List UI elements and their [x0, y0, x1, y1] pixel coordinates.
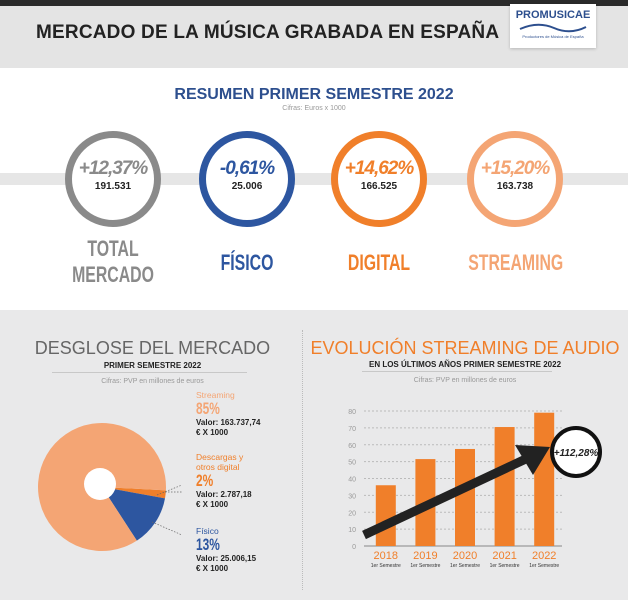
summary-circle: +15,20% 163.738: [467, 131, 563, 227]
summary-value: 25.006: [231, 181, 263, 192]
x-tick-label: 2022: [532, 550, 556, 562]
summary-note: Cifras: Euros x 1000: [282, 105, 346, 112]
summary-label: TOTAL MERCADO: [66, 236, 160, 288]
legend-pct: 13%: [196, 535, 220, 554]
summary-pct: +12,37%: [78, 158, 149, 179]
legend-unit: € X 1000: [196, 428, 229, 437]
summary-label: DIGITAL: [332, 250, 426, 276]
desglose-title: DESGLOSE DEL MERCADO: [34, 338, 271, 358]
pie-chart: [37, 423, 183, 551]
summary-label-line: STREAMING: [468, 250, 564, 275]
legend-pct: 2%: [196, 471, 214, 490]
legend-unit: € X 1000: [196, 500, 229, 509]
top-bar: [0, 0, 628, 6]
summary-label-line: TOTAL: [87, 236, 139, 261]
summary-label: FÍSICO: [200, 250, 294, 276]
x-sub-label: 1er Semestre: [371, 563, 401, 569]
logo-subtitle: Productores de Música de España: [522, 34, 584, 39]
bar-2020: [455, 448, 475, 546]
summary-label-line: DIGITAL: [347, 250, 411, 275]
pie-slice-descargas-y-otros-digital: [102, 487, 166, 499]
x-tick-label: 2019: [413, 550, 437, 562]
y-tick-label: 20: [348, 510, 356, 517]
summary-label-line: FÍSICO: [220, 250, 274, 275]
summary-label-line: MERCADO: [72, 262, 154, 287]
summary-pct: -0,61%: [219, 158, 275, 179]
leader-line: [156, 484, 183, 496]
legend-value: Valor: 25.006,15: [196, 554, 257, 563]
desglose-note: Cifras: PVP en millones de euros: [101, 378, 204, 385]
trend-arrow-shaft: [362, 452, 532, 540]
y-tick-label: 30: [348, 493, 356, 500]
bar-2021: [494, 427, 515, 546]
evolucion-title: EVOLUCIÓN STREAMING DE AUDIO: [310, 338, 620, 358]
growth-badge-text: +112,28%: [554, 448, 599, 459]
bar-2022: [534, 412, 555, 546]
legend-item: Físico 13% Valor: 25.006,15 € X 1000: [196, 526, 256, 574]
y-tick-label: 50: [348, 460, 356, 467]
summary-circle: +14,62% 166.525: [331, 131, 427, 227]
bar-2018: [375, 485, 396, 546]
y-tick-label: 70: [348, 426, 356, 433]
legend-item: Descargas y otros digital 2% Valor: 2.787,…: [196, 452, 252, 510]
divider: [302, 330, 303, 590]
x-tick-label: 2021: [492, 550, 516, 562]
page-title: MERCADO DE LA MÚSICA GRABADA EN ESPAÑA: [36, 22, 500, 43]
summary-label: STREAMING: [468, 250, 564, 276]
summary-value: 163.738: [496, 181, 534, 192]
evolucion-note: Cifras: PVP en millones de euros: [413, 377, 517, 384]
summary-value: 191.531: [94, 181, 132, 192]
growth-badge: [550, 426, 602, 478]
x-sub-label: 1er Semestre: [490, 563, 520, 569]
summary-title: RESUMEN PRIMER SEMESTRE 2022: [174, 86, 454, 103]
x-sub-label: 1er Semestre: [529, 563, 559, 569]
legend-name: Físico: [196, 526, 219, 536]
summary-pct: +14,62%: [344, 158, 415, 179]
summary-circle: +12,37% 191.531: [65, 131, 161, 227]
leader-line: [151, 521, 183, 536]
y-tick-label: 80: [348, 409, 356, 416]
y-tick-label: 0: [352, 544, 356, 551]
legend-pct: 85%: [196, 399, 220, 418]
evolucion-subtitle: EN LOS ÚLTIMOS AÑOS PRIMER SEMESTRE 2022: [368, 360, 562, 369]
promusicae-logo: PROMUSICAE Productores de Música de Espa…: [510, 4, 596, 48]
legend-value: Valor: 2.787,18: [196, 490, 252, 499]
legend-item: Streaming 85% Valor: 163.737,74 € X 1000: [196, 390, 261, 438]
legend-unit: € X 1000: [196, 564, 229, 573]
rule: [362, 371, 552, 372]
y-tick-label: 60: [348, 443, 356, 450]
x-sub-label: 1er Semestre: [410, 563, 440, 569]
x-sub-label: 1er Semestre: [450, 563, 480, 569]
x-tick-label: 2020: [453, 550, 477, 562]
x-tick-label: 2018: [374, 550, 398, 562]
summary-value: 166.525: [360, 181, 398, 192]
legend-name: Descargas y: [196, 452, 244, 462]
y-tick-label: 40: [348, 477, 356, 484]
summary-pct: +15,20%: [480, 158, 551, 179]
logo-brand: PROMUSICAE: [515, 9, 591, 21]
legend-name: Streaming: [196, 390, 235, 400]
legend-value: Valor: 163.737,74: [196, 418, 261, 427]
legend-name: otros digital: [196, 462, 240, 472]
desglose-subtitle: PRIMER SEMESTRE 2022: [103, 361, 202, 370]
y-tick-label: 10: [348, 527, 356, 534]
trend-arrowhead: [515, 445, 550, 475]
rule: [52, 372, 247, 373]
pie-hole: [84, 468, 116, 500]
logo-wave-icon: [519, 23, 587, 33]
summary-circle: -0,61% 25.006: [199, 131, 295, 227]
pie-slice-físico: [102, 487, 165, 541]
